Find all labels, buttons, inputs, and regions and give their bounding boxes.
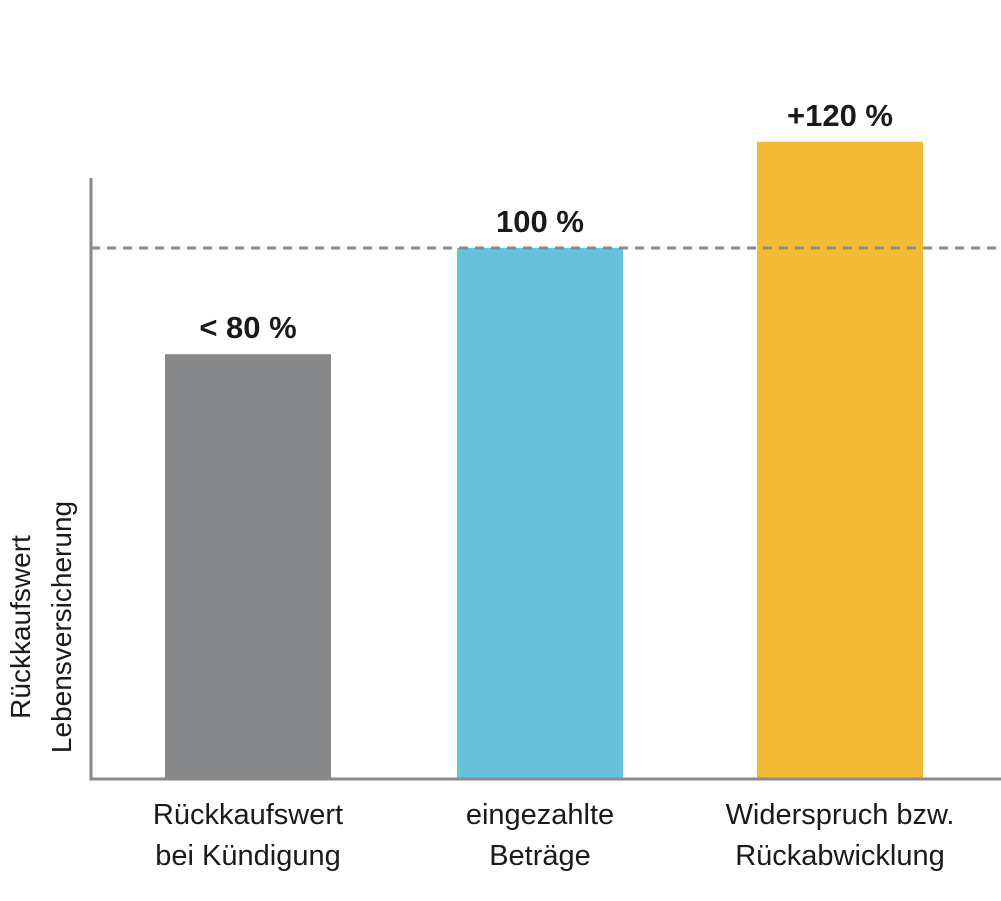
category-labels: Rückkaufswert bei Kündigung eingezahlte Bet…: [153, 799, 955, 872]
bar-1: [165, 354, 331, 779]
value-labels: < 80 % 100 % +120 %: [199, 98, 893, 345]
value-label-3: +120 %: [787, 98, 893, 133]
y-axis-label: Rückkaufswert Lebensversicherung: [5, 501, 77, 753]
category-label-3: Widerspruch bzw. Rückabwicklung: [726, 799, 955, 872]
value-label-2: 100 %: [496, 204, 584, 239]
category-label-1: Rückkaufswert bei Kündigung: [153, 799, 343, 872]
bar-3: [757, 141, 923, 780]
value-label-1: < 80 %: [199, 310, 296, 345]
category-label-2: eingezahlte Beträge: [466, 799, 614, 872]
bar-2: [457, 248, 623, 779]
